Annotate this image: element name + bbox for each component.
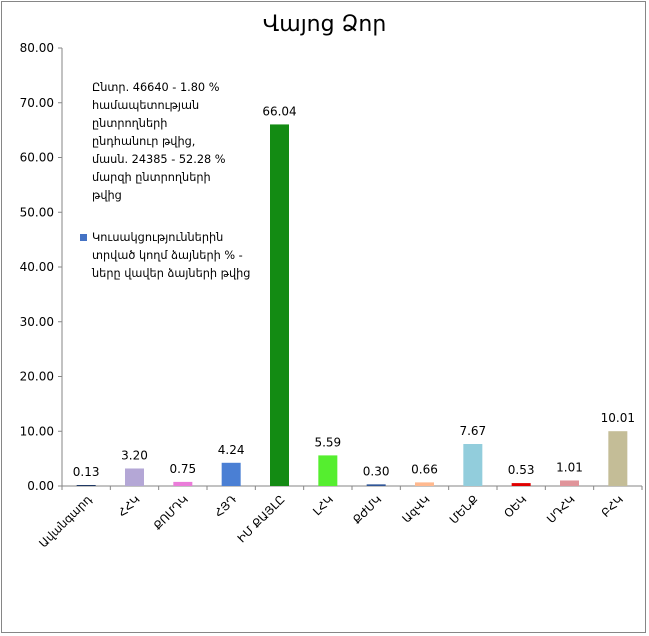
category-label: ԻՄ ՔԱՅԼԸ: [234, 492, 287, 545]
y-tick-label: 70.00: [20, 96, 54, 110]
data-label: 0.30: [363, 464, 390, 478]
category-label: ՔՈՄԴԿ: [150, 492, 191, 533]
category-label: ՄԵՆՔ: [447, 492, 481, 526]
data-label: 1.01: [556, 460, 583, 474]
y-tick-label: 20.00: [20, 370, 54, 384]
category-label: ՀՅԴ: [212, 492, 240, 520]
y-tick-label: 40.00: [20, 260, 54, 274]
y-tick-label: 80.00: [20, 41, 54, 55]
bar-5: [270, 124, 289, 486]
category-label: ՕԵԿ: [501, 492, 529, 520]
data-label: 4.24: [218, 443, 245, 457]
data-label: 3.20: [121, 448, 148, 462]
chart-note: Ընտր. 46640 - 1.80 % համապետության ընտրո…: [92, 81, 226, 202]
bar-11: [560, 480, 579, 486]
chart-title: Վայոց Ձոր: [262, 12, 387, 37]
category-label: ՔԺՄԿ: [350, 492, 385, 527]
data-label: 5.59: [314, 435, 341, 449]
bar-8: [415, 482, 434, 486]
category-label: ԱզՎԿ: [399, 492, 432, 525]
category-label: ՀՀԿ: [115, 492, 142, 519]
y-tick-label: 0.00: [27, 479, 54, 493]
bar-7: [366, 484, 386, 486]
bar-9: [463, 444, 483, 486]
data-label: 66.04: [262, 104, 296, 118]
bar-3: [173, 481, 193, 486]
y-tick-label: 60.00: [20, 151, 54, 165]
y-tick-label: 30.00: [20, 315, 54, 329]
data-label: 0.13: [73, 465, 100, 479]
category-label: ԼՀԿ: [310, 492, 336, 518]
category-label: Ավանգարդ: [36, 492, 94, 550]
category-label: ՍԴՀԿ: [544, 492, 578, 526]
bar-6: [318, 455, 338, 486]
y-tick-label: 50.00: [20, 205, 54, 219]
bar-12: [608, 431, 628, 486]
data-label: 0.66: [411, 462, 438, 476]
legend-swatch: [80, 234, 87, 241]
data-label: 7.67: [459, 424, 486, 438]
data-label: 0.75: [169, 462, 196, 476]
data-label: 0.53: [508, 463, 535, 477]
y-tick-label: 10.00: [20, 424, 54, 438]
chart-legend: Կուսակցություններին տրված կողմ ձայների %…: [80, 229, 252, 283]
bar-1: [76, 485, 96, 486]
bar-4: [221, 462, 241, 486]
data-label: 10.01: [601, 411, 635, 425]
category-label: ԲՀԿ: [598, 492, 626, 520]
legend-label: Կուսակցություններին տրված կողմ ձայների %…: [92, 231, 251, 280]
bar-2: [125, 468, 144, 486]
bar-10: [511, 483, 531, 486]
